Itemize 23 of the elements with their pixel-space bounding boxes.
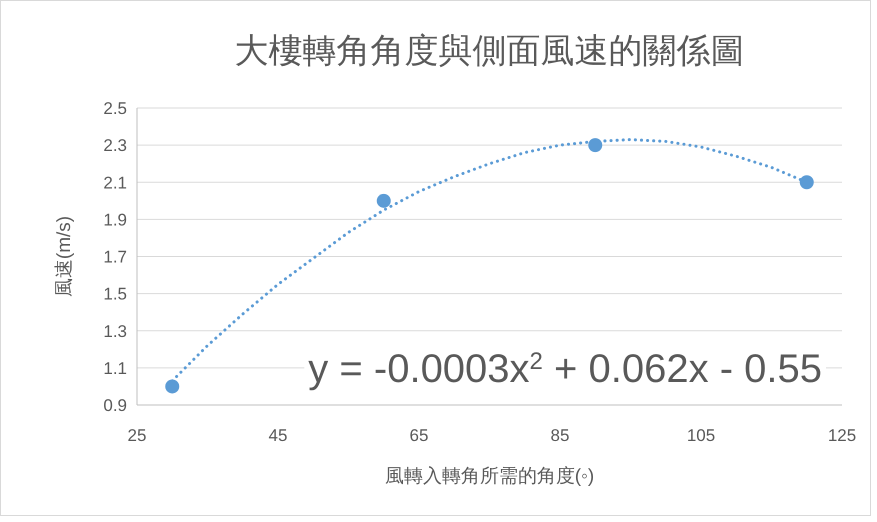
y-tick-label: 1.9 [103, 210, 127, 230]
point [588, 138, 602, 152]
x-tick-label: 65 [410, 426, 428, 445]
x-tick-label: 125 [828, 426, 856, 445]
x-tick-label: 85 [550, 426, 570, 445]
y-tick-label: 2.5 [103, 99, 127, 118]
y-tick-label: 1.5 [103, 284, 127, 304]
y-tick-label: 1.7 [103, 248, 127, 266]
y-tick-label: 1.3 [103, 322, 127, 341]
annotation: y = -0.0003x$^{2}$ + 0.062x - 0.55 [308, 346, 822, 391]
x-tick-label: 25 [128, 426, 146, 445]
x-axis-title: 風轉入轉角所需的角度(◦) [384, 465, 594, 487]
y-tick-label: 2.1 [103, 173, 127, 192]
x-tick-label: 45 [268, 426, 288, 445]
chart-title: 大樓轉角角度與側面風速的關係圖 [234, 32, 744, 70]
y-tick-label: 2.3 [103, 136, 127, 156]
y-tick-label: 0.9 [103, 396, 127, 415]
point [165, 379, 180, 394]
point [800, 175, 814, 190]
point [376, 194, 391, 208]
y-axis-title: 風速(m/s) [54, 216, 75, 298]
y-tick-label: 1.1 [103, 358, 127, 378]
x-tick-label: 105 [686, 426, 716, 445]
